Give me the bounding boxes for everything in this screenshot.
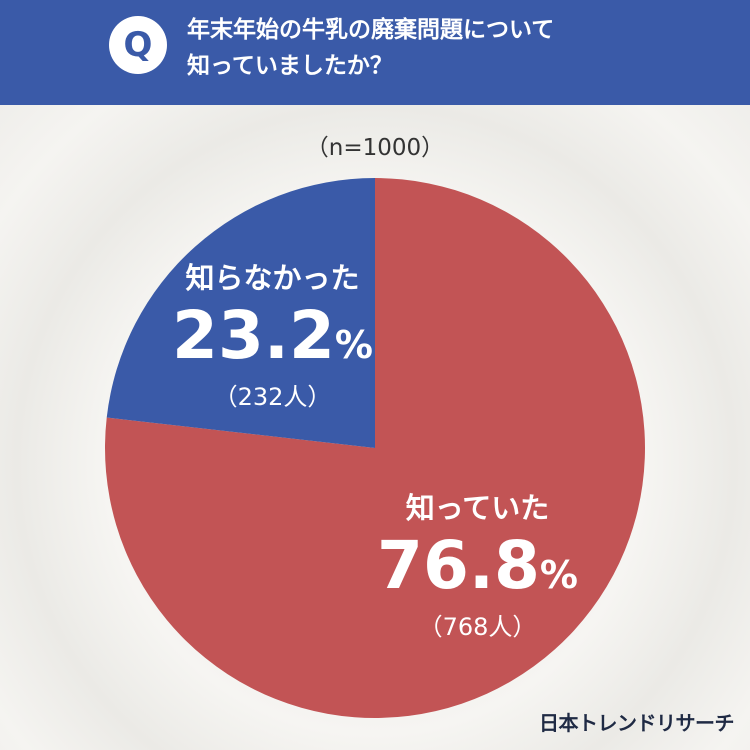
question-line-2: 知っていましたか？ (187, 53, 393, 79)
pie-slice-knew (105, 178, 645, 719)
slice-label-did-not-know: 知らなかった (185, 261, 359, 295)
slice-count-knew: （768人） (419, 613, 537, 641)
slice-label-knew: 知っていた (406, 491, 550, 525)
slice-count-did-not-know: （232人） (214, 383, 332, 411)
q-badge: Q (109, 16, 167, 74)
q-letter: Q (123, 25, 153, 65)
pie-slice-did-not-know (106, 178, 375, 448)
question-line-1: 年末年始の牛乳の廃棄問題について (187, 17, 555, 43)
brand-logo: 日本トレンドリサーチ (539, 711, 735, 735)
slice-percent-did-not-know: 23.2% (172, 297, 373, 374)
slice-percent-knew: 76.8% (377, 527, 578, 604)
sample-size-note: （n=1000） (305, 135, 445, 161)
question-text: 年末年始の牛乳の廃棄問題について 知っていましたか？ (187, 12, 707, 84)
question-header: Q 年末年始の牛乳の廃棄問題について 知っていましたか？ (0, 0, 750, 105)
